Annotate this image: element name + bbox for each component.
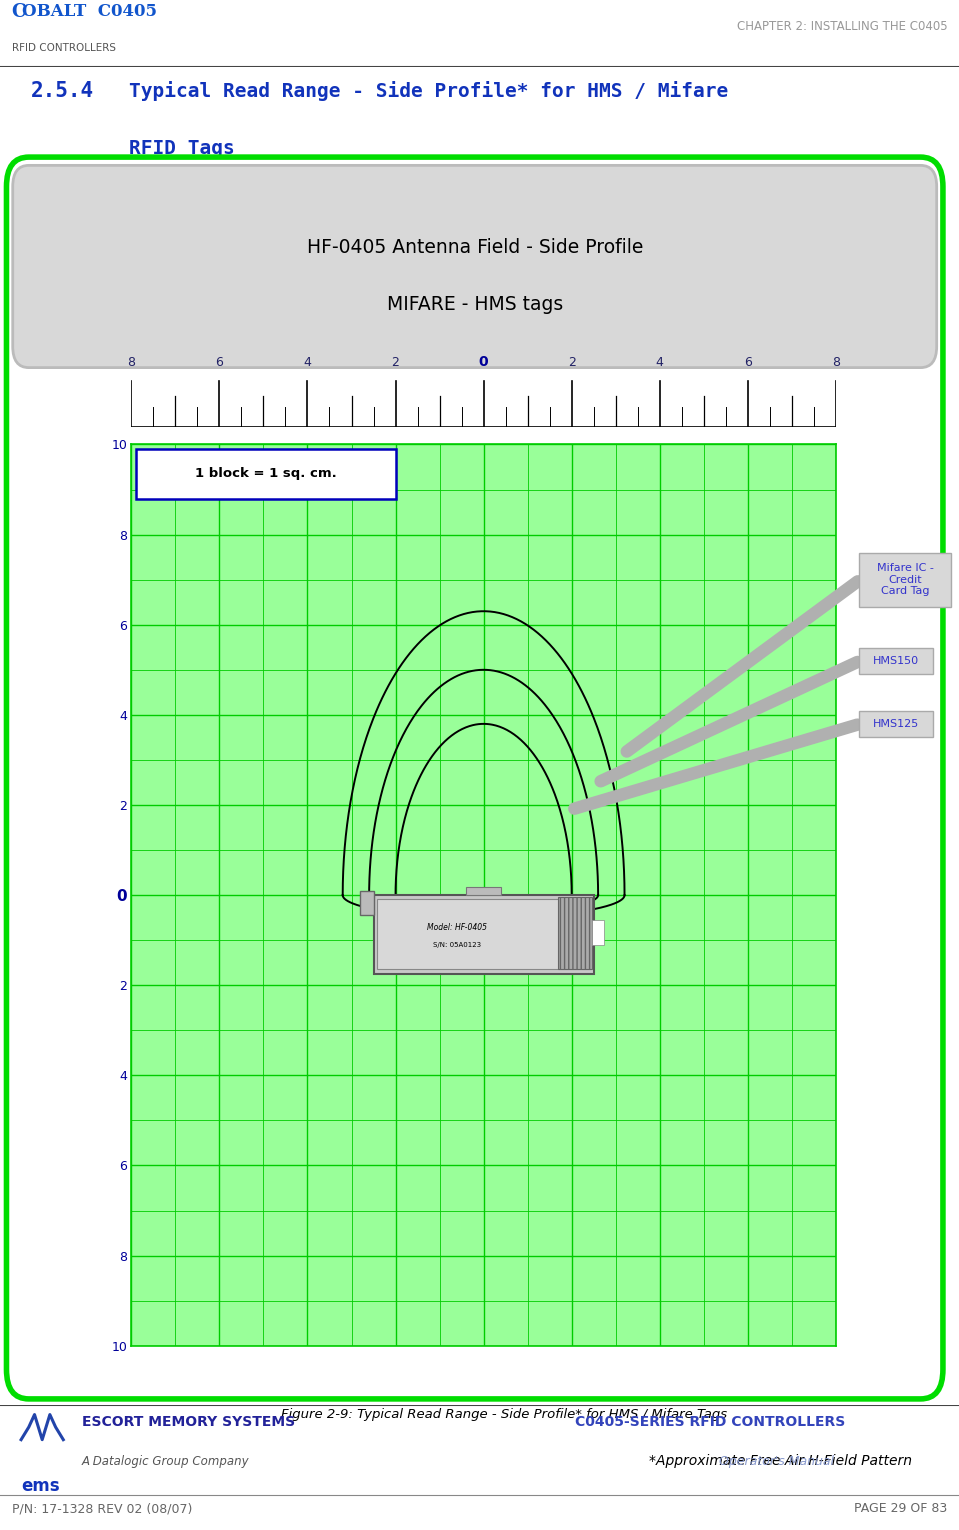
Text: 2.5.4: 2.5.4 [31,81,94,101]
Text: OBALT  C0405: OBALT C0405 [22,3,157,20]
Text: 1 block = 1 sq. cm.: 1 block = 1 sq. cm. [195,467,337,480]
Bar [592,920,604,944]
Text: ESCORT MEMORY SYSTEMS: ESCORT MEMORY SYSTEMS [82,1415,294,1429]
Text: 4: 4 [304,356,312,369]
Text: 6: 6 [744,356,752,369]
Text: S/N: 05A0123: S/N: 05A0123 [433,941,481,947]
Text: Model: HF-0405: Model: HF-0405 [427,923,487,932]
FancyBboxPatch shape [859,647,933,673]
Text: Mifare IC -
Credit
Card Tag: Mifare IC - Credit Card Tag [877,563,933,597]
FancyBboxPatch shape [859,711,933,737]
Text: RFID CONTROLLERS: RFID CONTROLLERS [12,43,115,54]
Text: 8: 8 [128,356,135,369]
Text: 0: 0 [479,355,488,369]
FancyBboxPatch shape [7,158,943,1398]
Text: PAGE 29 OF 83: PAGE 29 OF 83 [854,1502,947,1515]
Text: *Approximate Free Air H-Field Pattern: *Approximate Free Air H-Field Pattern [649,1454,912,1467]
FancyBboxPatch shape [12,165,937,367]
FancyBboxPatch shape [859,552,951,607]
Bar [558,897,592,970]
Text: Operator's Manual: Operator's Manual [719,1455,834,1467]
FancyBboxPatch shape [136,448,395,499]
Bar [374,895,594,975]
Bar [361,890,374,915]
Text: 6: 6 [216,356,223,369]
Bar [377,898,590,968]
Text: Typical Read Range - Side Profile* for HMS / Mifare: Typical Read Range - Side Profile* for H… [129,81,729,101]
Text: C: C [12,3,26,21]
Text: HMS150: HMS150 [873,656,919,666]
Text: MIFARE - HMS tags: MIFARE - HMS tags [386,295,563,314]
Text: CHAPTER 2: INSTALLING THE C0405: CHAPTER 2: INSTALLING THE C0405 [737,20,947,34]
Text: A Datalogic Group Company: A Datalogic Group Company [82,1455,249,1467]
Text: P/N: 17-1328 REV 02 (08/07): P/N: 17-1328 REV 02 (08/07) [12,1502,192,1515]
Text: 4: 4 [656,356,664,369]
Text: 2: 2 [391,356,400,369]
Text: HMS125: HMS125 [873,719,919,728]
Text: 8: 8 [831,356,840,369]
Text: RFID Tags: RFID Tags [129,139,235,158]
Bar [466,887,502,895]
Text: Figure 2-9: Typical Read Range - Side Profile* for HMS / Mifare Tags: Figure 2-9: Typical Read Range - Side Pr… [281,1408,727,1421]
Text: C0405-SERIES RFID CONTROLLERS: C0405-SERIES RFID CONTROLLERS [575,1415,846,1429]
Text: ems: ems [21,1478,59,1495]
Text: 2: 2 [568,356,575,369]
Text: HF-0405 Antenna Field - Side Profile: HF-0405 Antenna Field - Side Profile [307,237,643,257]
